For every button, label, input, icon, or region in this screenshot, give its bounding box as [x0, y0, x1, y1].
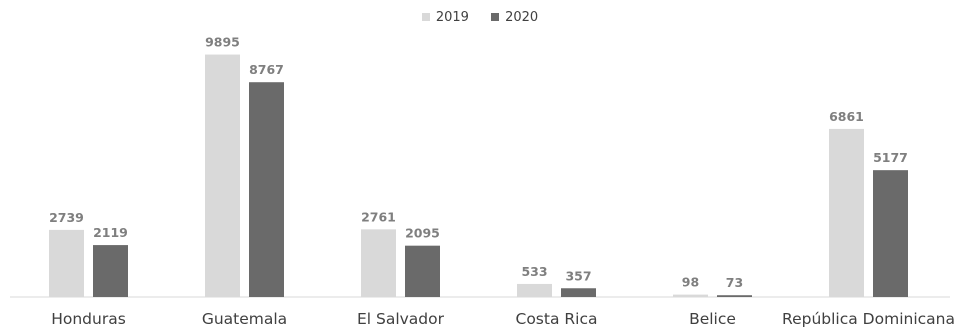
category-label-costa-rica: Costa Rica — [516, 310, 598, 328]
data-label-el-salvador-2019: 2761 — [361, 209, 396, 224]
legend-item-2019: 2019 — [421, 10, 469, 25]
bar-guatemala-2019 — [205, 54, 240, 298]
data-label-guatemala-2019: 9895 — [205, 35, 240, 50]
bar-el-salvador-2020 — [405, 245, 440, 297]
bar-costa-rica-2020 — [561, 288, 596, 297]
bar-guatemala-2020 — [249, 82, 284, 297]
data-label-republica-dominicana-2020: 5177 — [873, 150, 908, 165]
data-label-honduras-2019: 2739 — [49, 210, 84, 225]
category-label-el-salvador: El Salvador — [357, 310, 445, 328]
bar-republica-dominicana-2020 — [873, 170, 908, 297]
legend-label-2020: 2020 — [505, 10, 539, 25]
data-label-republica-dominicana-2019: 6861 — [829, 109, 864, 124]
category-label-guatemala: Guatemala — [202, 310, 287, 328]
legend-swatch-2019 — [421, 13, 430, 21]
bars-group: 2739 2119 Honduras 9895 8767 Guatemala 2761 209… — [49, 35, 955, 328]
data-label-belice-2020: 73 — [726, 275, 743, 290]
data-label-belice-2019: 98 — [682, 275, 699, 290]
legend: 2019 2020 — [0, 10, 960, 25]
data-label-costa-rica-2020: 357 — [565, 268, 591, 283]
bar-belice-2019 — [673, 294, 708, 297]
data-label-el-salvador-2020: 2095 — [405, 226, 440, 241]
bar-honduras-2020 — [93, 245, 128, 297]
legend-item-2020: 2020 — [491, 10, 538, 25]
bar-el-salvador-2019 — [361, 229, 396, 297]
bar-costa-rica-2019 — [517, 283, 552, 297]
bar-republica-dominicana-2019 — [829, 128, 864, 297]
legend-label-2019: 2019 — [435, 10, 469, 25]
category-label-republica-dominicana: República Dominicana — [782, 310, 955, 328]
bar-honduras-2019 — [49, 229, 84, 297]
bar-belice-2020 — [717, 295, 752, 297]
data-label-guatemala-2020: 8767 — [249, 62, 284, 77]
data-label-honduras-2020: 2119 — [93, 225, 128, 240]
legend-swatch-2020 — [491, 13, 500, 21]
category-label-belice: Belice — [689, 310, 736, 328]
category-label-honduras: Honduras — [51, 310, 126, 328]
data-label-costa-rica-2019: 533 — [521, 264, 547, 279]
